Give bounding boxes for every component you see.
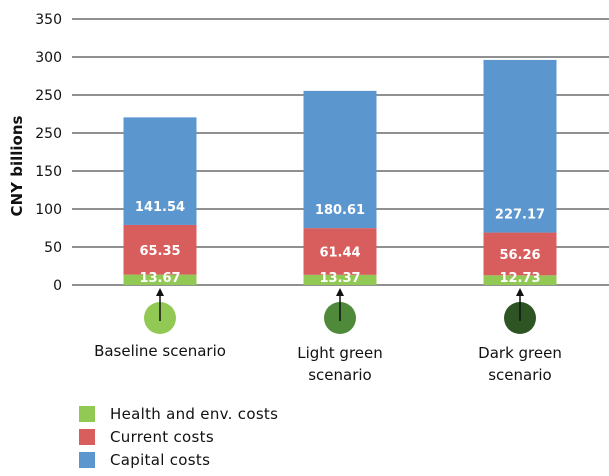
y-tick-label: 100 xyxy=(35,202,62,218)
category-label: Dark green xyxy=(478,344,562,362)
legend-swatch-health xyxy=(79,405,95,422)
category-label: Light green xyxy=(297,344,383,362)
data-label-current: 65.35 xyxy=(139,244,180,259)
legend-label-current: Current costs xyxy=(110,427,214,446)
bar-segment-current xyxy=(483,232,557,276)
legend-item-health: Health and env. costs xyxy=(79,402,278,425)
bar-segment-health xyxy=(303,274,377,285)
category-label: Baseline scenario xyxy=(94,342,226,360)
y-tick-label: 250 xyxy=(35,126,62,142)
data-label-capital: 180.61 xyxy=(315,203,365,218)
category-label: scenario xyxy=(488,366,552,384)
data-label-health: 13.67 xyxy=(139,271,180,286)
scenario-arrow-head xyxy=(336,288,344,296)
y-tick-label: 350 xyxy=(35,12,62,28)
data-label-capital: 141.54 xyxy=(135,200,185,215)
bar-segment-capital xyxy=(483,59,557,233)
scenario-arrow-head xyxy=(516,288,524,296)
bar-segment-health xyxy=(123,274,197,285)
data-label-current: 56.26 xyxy=(499,248,540,263)
legend-label-capital: Capital costs xyxy=(110,450,211,469)
data-label-health: 13.37 xyxy=(319,271,360,286)
data-label-capital: 227.17 xyxy=(495,208,545,223)
y-axis-label: CNY billions xyxy=(8,116,26,217)
y-tick-label: 150 xyxy=(35,164,62,180)
legend-item-capital: Capital costs xyxy=(79,448,278,471)
y-tick-label: 300 xyxy=(35,50,62,66)
stacked-bar-chart: CNY billions 350 300 250 250 150 100 50 0 13.67 65… xyxy=(8,12,609,384)
data-label-health: 12.73 xyxy=(499,271,540,286)
legend-item-current: Current costs xyxy=(79,425,278,448)
y-tick-label: 50 xyxy=(44,240,62,256)
legend-swatch-capital xyxy=(79,451,95,468)
bar-segment-current xyxy=(303,228,377,275)
bar-segment-capital xyxy=(123,117,197,225)
bar-segment-capital xyxy=(303,90,377,229)
data-label-current: 61.44 xyxy=(319,245,360,260)
legend-swatch-current xyxy=(79,428,95,445)
scenario-arrow-head xyxy=(156,288,164,296)
bar-segment-current xyxy=(123,224,197,275)
legend-label-health: Health and env. costs xyxy=(110,404,279,423)
legend: Health and env. costs Current costs Capi… xyxy=(79,402,278,471)
y-tick-label: 0 xyxy=(53,278,62,294)
bar-segment-health xyxy=(483,275,557,285)
category-label: scenario xyxy=(308,366,372,384)
y-tick-label: 250 xyxy=(35,88,62,104)
